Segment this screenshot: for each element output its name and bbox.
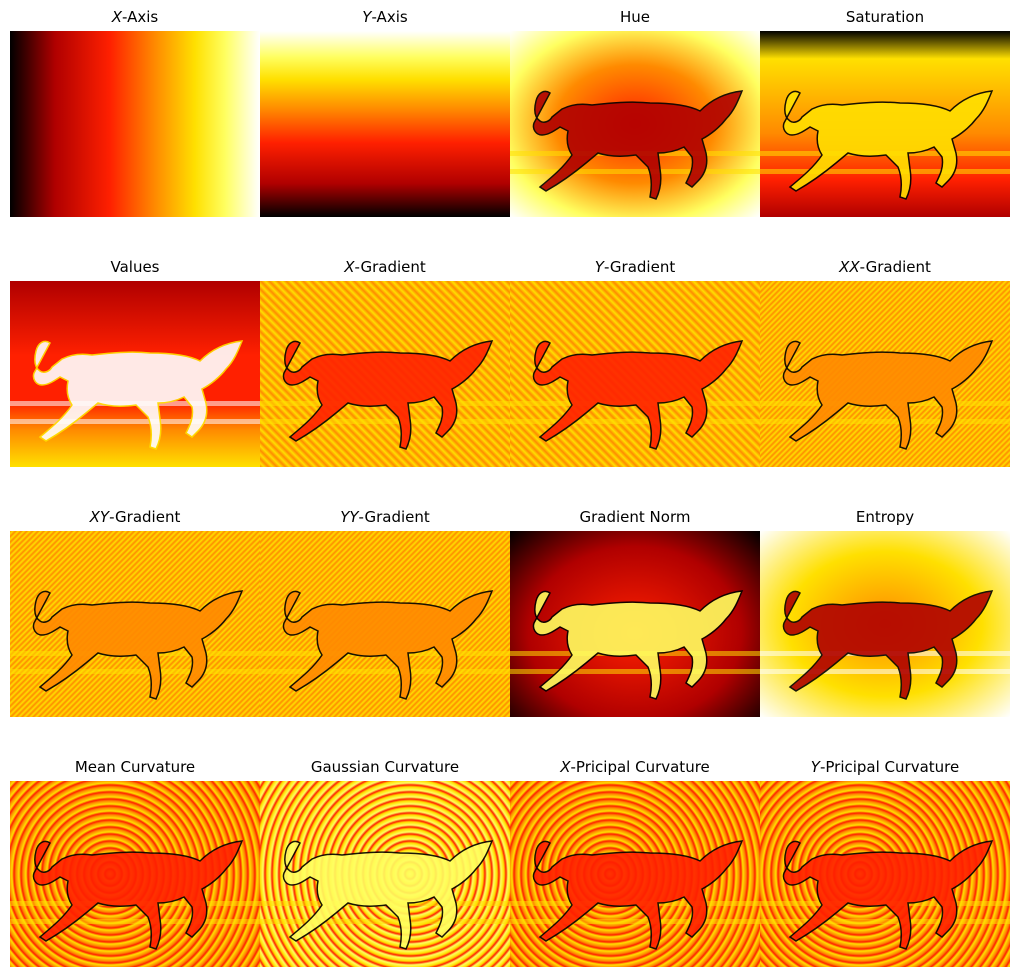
fence-rail bbox=[510, 419, 760, 424]
panel-image bbox=[10, 31, 260, 217]
horse-silhouette bbox=[760, 90, 1010, 200]
panel-image bbox=[260, 531, 510, 717]
horse-silhouette bbox=[510, 590, 760, 700]
fence-rail bbox=[760, 919, 1010, 924]
panel-title: Hue bbox=[619, 8, 650, 26]
panel-title: X-Pricipal Curvature bbox=[560, 758, 710, 776]
panel-title: X-Gradient bbox=[344, 258, 426, 276]
horse-shape bbox=[282, 340, 494, 450]
horse-silhouette bbox=[510, 840, 760, 950]
panel-title: XY-Gradient bbox=[89, 508, 181, 526]
panel-image bbox=[10, 531, 260, 717]
panel-image bbox=[260, 781, 510, 967]
panel-image bbox=[510, 531, 760, 717]
panel-image bbox=[10, 781, 260, 967]
horse-shape bbox=[532, 340, 744, 450]
horse-silhouette bbox=[760, 840, 1010, 950]
panel-image bbox=[760, 531, 1010, 717]
feature-map bbox=[260, 31, 510, 217]
horse-silhouette bbox=[10, 840, 260, 950]
panel-title: Gradient Norm bbox=[579, 508, 691, 526]
horse-shape bbox=[532, 590, 744, 700]
fence-rail bbox=[760, 669, 1010, 674]
panel-title: Saturation bbox=[845, 8, 925, 26]
panel-title: XX-Gradient bbox=[839, 258, 931, 276]
panel-title: Y-Gradient bbox=[594, 258, 676, 276]
fence-rail bbox=[10, 919, 260, 924]
fence-rail bbox=[760, 419, 1010, 424]
panel-image bbox=[10, 281, 260, 467]
horse-shape bbox=[282, 590, 494, 700]
horse-shape bbox=[532, 840, 744, 950]
fence-rail bbox=[10, 419, 260, 424]
horse-silhouette bbox=[260, 340, 510, 450]
panel-image bbox=[510, 781, 760, 967]
panel-title: Mean Curvature bbox=[74, 758, 196, 776]
panel-title: Y-Axis bbox=[362, 8, 408, 26]
panel-image bbox=[760, 781, 1010, 967]
horse-silhouette bbox=[260, 590, 510, 700]
panel-image bbox=[760, 281, 1010, 467]
fence-rail bbox=[760, 169, 1010, 174]
fence-rail bbox=[510, 169, 760, 174]
horse-silhouette bbox=[760, 340, 1010, 450]
horse-silhouette bbox=[260, 840, 510, 950]
horse-shape bbox=[32, 840, 244, 950]
feature-map bbox=[10, 31, 260, 217]
panel-image bbox=[260, 31, 510, 217]
fence-rail bbox=[260, 419, 510, 424]
fence-rail bbox=[510, 669, 760, 674]
horse-silhouette bbox=[510, 90, 760, 200]
horse-shape bbox=[782, 90, 994, 200]
panel-title: X-Axis bbox=[111, 8, 159, 26]
horse-shape bbox=[782, 840, 994, 950]
fence-rail bbox=[260, 919, 510, 924]
horse-silhouette bbox=[510, 340, 760, 450]
panel-image bbox=[760, 31, 1010, 217]
panel-title: Entropy bbox=[855, 508, 915, 526]
horse-shape bbox=[282, 840, 494, 950]
panel-title: YY-Gradient bbox=[340, 508, 430, 526]
fence-rail bbox=[260, 669, 510, 674]
horse-shape bbox=[32, 340, 244, 450]
horse-shape bbox=[782, 340, 994, 450]
horse-shape bbox=[782, 590, 994, 700]
panel-image bbox=[510, 281, 760, 467]
fence-rail bbox=[10, 669, 260, 674]
horse-silhouette bbox=[10, 340, 260, 450]
panel-title: Gaussian Curvature bbox=[310, 758, 460, 776]
horse-silhouette bbox=[760, 590, 1010, 700]
horse-shape bbox=[532, 90, 744, 200]
panel-title: Values bbox=[110, 258, 160, 276]
panel-title: Y-Pricipal Curvature bbox=[810, 758, 960, 776]
horse-shape bbox=[32, 590, 244, 700]
panel-image bbox=[260, 281, 510, 467]
fence-rail bbox=[510, 919, 760, 924]
panel-image bbox=[510, 31, 760, 217]
horse-silhouette bbox=[10, 590, 260, 700]
